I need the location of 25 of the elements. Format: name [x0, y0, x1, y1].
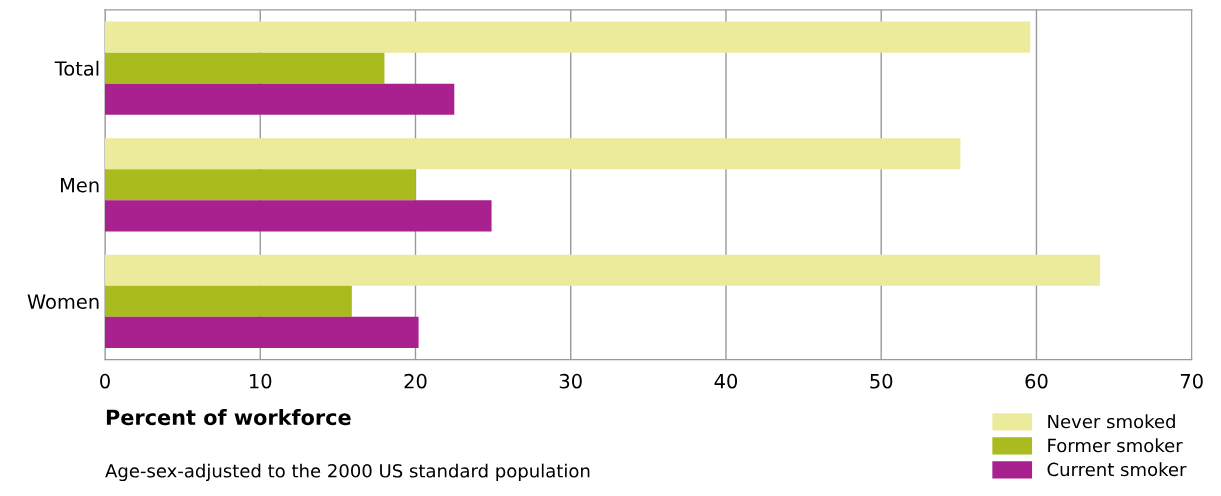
y-tick-label: Men	[60, 177, 99, 193]
x-tick-label: 50	[870, 373, 893, 389]
x-tick-label: 70	[1180, 373, 1203, 389]
y-tick-label: Total	[54, 60, 99, 76]
legend-label: Former smoker	[1048, 438, 1183, 453]
text: Age-sex-adjusted to the 2000 US standard population	[105, 463, 590, 482]
bar	[105, 21, 1031, 53]
bar	[105, 316, 419, 348]
bar	[105, 52, 385, 84]
legend-label: Current smoker	[1047, 462, 1187, 477]
bar	[105, 254, 1101, 286]
legend-label: Never smoked	[1048, 414, 1175, 429]
x-tick-label: 0	[100, 373, 110, 389]
bar	[105, 285, 352, 317]
x-tick-label: 30	[559, 373, 582, 389]
x-axis-title: Percent of workforce	[106, 409, 351, 426]
x-tick-label: 60	[1025, 373, 1048, 389]
bar	[105, 83, 455, 115]
x-tick-label: 40	[714, 373, 738, 389]
bar	[105, 200, 492, 232]
bar	[105, 138, 961, 170]
bar	[105, 169, 416, 201]
x-tick-label: 10	[250, 373, 272, 389]
y-tick-label: Women	[27, 294, 99, 309]
x-tick-label: 20	[404, 373, 427, 389]
